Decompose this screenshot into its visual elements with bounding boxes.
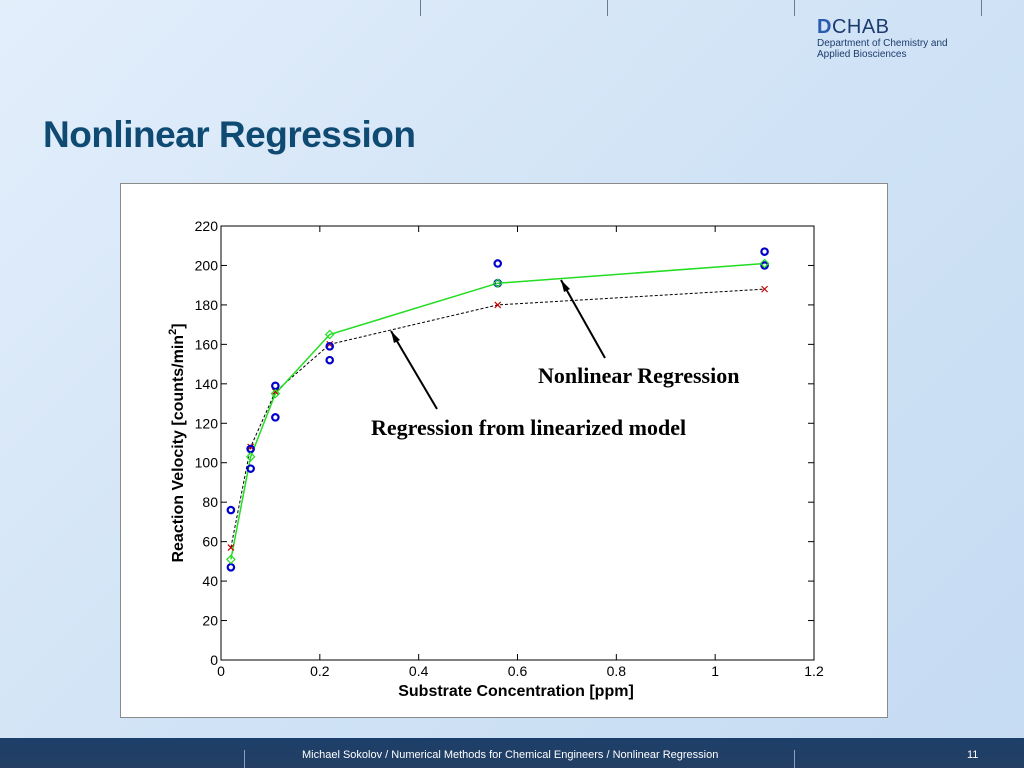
top-divider-3 <box>794 0 795 16</box>
linearized-x-marker <box>326 340 334 348</box>
y-tick-label: 140 <box>195 376 219 392</box>
chart-figure: 0 20 40 60 80 100 120 140 160 180 200 220 0 0.2 0.4 0.… <box>120 183 888 718</box>
data-point <box>226 505 236 515</box>
x-tick-label: 1 <box>711 663 719 679</box>
top-divider-2 <box>607 0 608 16</box>
logo-department-line-2: Applied Biosciences <box>817 49 907 60</box>
x-tick-label: 0.2 <box>310 663 330 679</box>
nonlinear-arrowhead <box>561 280 570 292</box>
slide-title: Nonlinear Regression <box>43 114 416 155</box>
data-point <box>493 259 503 268</box>
nonlinear-diamond-marker <box>226 554 236 565</box>
chart-svg: 0 20 40 60 80 100 120 140 160 180 200 220 0 0.2 0.4 0.… <box>167 218 824 700</box>
y-axis-label-superscript: 2 <box>167 329 179 335</box>
nonlinear-diamond-marker <box>759 258 770 269</box>
y-tick-label: 20 <box>202 613 218 629</box>
annotation-layer: Nonlinear Regression Regression from lin… <box>371 279 739 440</box>
linearized-x-marker <box>271 388 279 396</box>
y-tick-label: 100 <box>195 455 219 471</box>
footer-divider-2 <box>794 750 795 768</box>
linearized-arrowhead <box>391 331 400 343</box>
dchab-logo: DCHAB Department of Chemistry and Applie… <box>817 16 977 60</box>
y-axis-label-tail: ] <box>170 323 187 328</box>
nonlinear-arrow <box>560 279 606 359</box>
footer-divider-1 <box>244 750 245 768</box>
linearized-x-marker <box>494 301 502 309</box>
logo-mark: DCHAB <box>817 16 977 38</box>
data-point <box>760 247 769 256</box>
x-tick-label: 0.6 <box>508 663 528 679</box>
linearized-x-marker <box>247 443 255 451</box>
top-divider-4 <box>981 0 982 16</box>
x-tick-label: 1.2 <box>804 663 824 679</box>
linearized-fit-line <box>230 288 765 548</box>
logo-name: CHAB <box>831 16 890 38</box>
y-tick-label: 0 <box>210 652 218 668</box>
linearized-x-marker <box>227 544 235 551</box>
y-axis-label: Reaction Velocity [counts/min2] <box>167 323 187 562</box>
nonlinear-diamond-marker <box>245 451 256 462</box>
page-number: 11 <box>967 749 979 761</box>
y-tick-label: 220 <box>195 218 219 234</box>
y-tick-label: 180 <box>195 297 219 313</box>
nonlinear-diamond-marker <box>492 278 503 289</box>
x-axis-label: Substrate Concentration [ppm] <box>398 683 634 700</box>
data-point <box>271 413 280 422</box>
footer-bar: Michael Sokolov / Numerical Methods for … <box>0 738 1024 768</box>
y-tick-label: 120 <box>195 415 219 431</box>
annotation-nonlinear-regression: Nonlinear Regression <box>538 363 739 388</box>
y-tick-label: 160 <box>195 336 219 352</box>
nonlinear-diamond-marker <box>324 329 335 340</box>
y-tick-label: 200 <box>195 257 219 273</box>
series-layer <box>226 247 770 572</box>
x-axis-ticks: 0 0.2 0.4 0.6 0.8 1 1.2 <box>217 226 824 679</box>
data-point <box>325 355 335 365</box>
footer-citation: Michael Sokolov / Numerical Methods for … <box>302 749 719 761</box>
linearized-x-marker <box>761 285 769 293</box>
x-tick-label: 0.4 <box>409 663 429 679</box>
y-axis-label-main: Reaction Velocity [counts/min <box>170 335 187 563</box>
data-point <box>760 261 769 270</box>
y-tick-label: 40 <box>202 573 218 589</box>
plot-area <box>220 225 815 661</box>
y-tick-label: 80 <box>202 494 218 510</box>
nonlinear-diamond-marker <box>270 388 281 399</box>
data-point <box>246 464 255 473</box>
top-divider-1 <box>420 0 421 16</box>
nonlinear-fit-line <box>230 262 765 560</box>
x-tick-label: 0 <box>217 663 225 679</box>
logo-letter: D <box>817 16 832 38</box>
data-point <box>325 342 335 351</box>
y-axis-ticks: 0 20 40 60 80 100 120 140 160 180 200 220 <box>195 218 814 668</box>
x-tick-label: 0.8 <box>607 663 627 679</box>
annotation-linearized-model: Regression from linearized model <box>371 415 686 440</box>
y-tick-label: 60 <box>202 534 218 550</box>
logo-department-line-1: Department of Chemistry and <box>817 38 948 49</box>
linearized-arrow <box>390 330 438 410</box>
